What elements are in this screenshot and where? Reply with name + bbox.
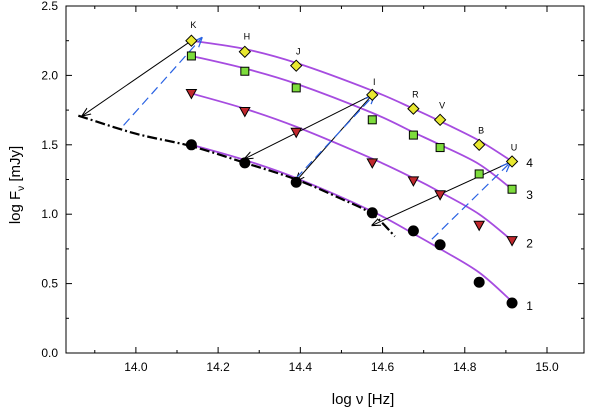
data-point-series-1 [506, 297, 518, 309]
data-point-series-2 [434, 190, 446, 201]
y-axis-title-sub: ν [16, 186, 27, 191]
y-axis-title-base: log F [7, 191, 24, 224]
band-label: U [511, 142, 518, 152]
curve-label-1: 1 [526, 299, 533, 313]
black-arrow [82, 40, 192, 116]
data-point-series-2 [238, 106, 251, 118]
x-tick-label: 14.6 [371, 360, 395, 374]
y-axis-title-unit: [mJy] [7, 146, 24, 186]
x-tick-label: 14.2 [206, 360, 230, 374]
axes: 14.0 14.2 14.4 14.6 14.8 15.0 0.0 0.5 1.0 1.5 2.0 2… [41, 0, 585, 374]
y-tick-label: 1.5 [41, 138, 58, 152]
data-point-series-4 [505, 155, 519, 168]
fit-curves [78, 39, 513, 303]
data-point-series-4 [238, 45, 252, 59]
black-arrow [296, 94, 373, 181]
data-point-series-1 [434, 239, 446, 251]
data-point-series-1 [239, 157, 251, 169]
x-tick-label: 15.0 [535, 360, 559, 374]
x-tick-label: 14.4 [289, 360, 313, 374]
data-point-series-3 [367, 115, 377, 125]
data-point-series-4 [407, 102, 420, 115]
y-tick-label: 1.0 [41, 207, 58, 221]
data-point-series-3 [408, 130, 418, 140]
y-tick-label: 2.0 [41, 68, 58, 82]
band-label: H [244, 31, 251, 41]
fit-curve-1 [191, 143, 513, 303]
y-tick-label: 0.5 [41, 277, 58, 291]
data-point-series-4 [366, 88, 379, 102]
data-point-series-1 [407, 225, 419, 237]
data-point-series-1 [185, 139, 197, 151]
data-point-series-2 [407, 176, 420, 187]
curve-label-2: 2 [526, 236, 533, 250]
fit-curve-4 [191, 39, 513, 163]
plot-frame [65, 5, 585, 354]
data-point-series-2 [366, 158, 379, 169]
curve-label-4: 4 [526, 156, 533, 170]
black-arrow [245, 94, 373, 159]
blue-dashed-arrow [431, 163, 510, 240]
data-point-series-3 [186, 51, 196, 61]
data-point-series-1 [473, 276, 485, 288]
dashdot-curve [78, 114, 396, 238]
fit-curve-2 [191, 92, 513, 242]
data-points [185, 34, 519, 309]
band-label: J [296, 47, 301, 57]
y-tick-label: 0.0 [41, 346, 58, 360]
data-point-series-3 [435, 143, 445, 153]
annotations: 1 2 3 4 K H J I R V B U [190, 20, 533, 313]
data-point-series-2 [185, 88, 198, 100]
blue-dashed-arrow [295, 95, 374, 179]
y-tick-label: 2.5 [41, 0, 58, 13]
data-point-series-4 [433, 113, 447, 127]
curve-label-3: 3 [526, 188, 533, 202]
data-point-series-2 [506, 236, 518, 247]
x-axis-title: log ν [Hz] [332, 391, 395, 408]
data-point-series-3 [291, 83, 301, 93]
data-point-series-2 [473, 220, 486, 232]
data-point-series-4 [472, 138, 486, 152]
band-label: K [190, 20, 196, 30]
data-point-series-3 [507, 184, 517, 194]
y-axis-title: log Fν [mJy] [7, 146, 27, 224]
band-label: R [412, 90, 419, 100]
data-point-series-4 [185, 34, 198, 47]
data-point-series-4 [290, 59, 303, 72]
band-label: V [439, 101, 445, 111]
band-label: I [373, 77, 376, 87]
x-tick-label: 14.8 [453, 360, 477, 374]
blue-dashed-arrow [123, 38, 202, 126]
data-point-series-2 [290, 127, 303, 139]
band-label: B [478, 126, 484, 136]
data-point-series-1 [366, 207, 378, 219]
fit-curve-3 [191, 55, 513, 190]
data-point-series-3 [474, 169, 484, 179]
x-tick-label: 14.0 [124, 360, 148, 374]
data-point-series-3 [240, 66, 250, 76]
data-point-series-1 [290, 176, 302, 188]
